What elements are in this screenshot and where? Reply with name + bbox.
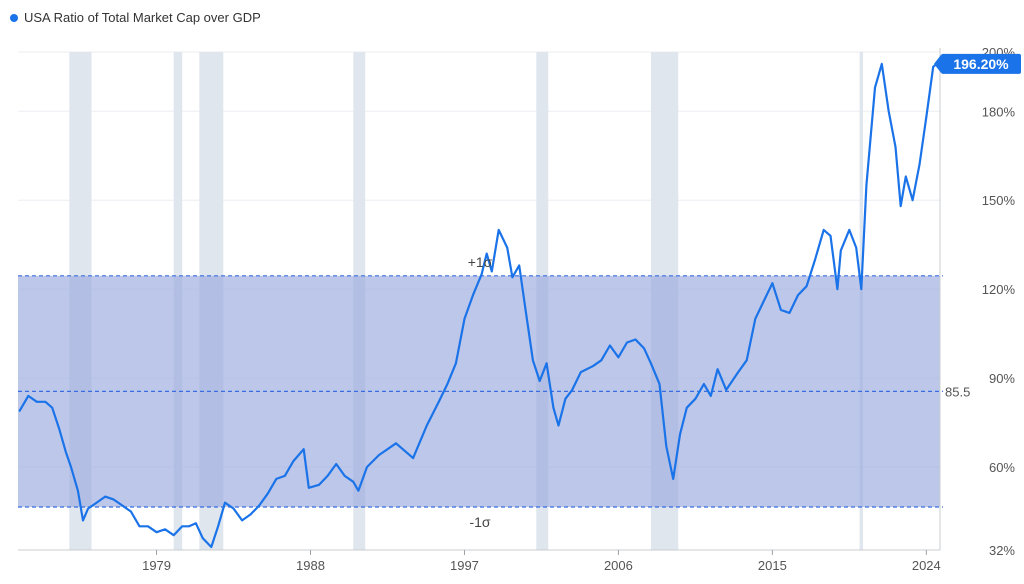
y-tick-label: 120%	[982, 282, 1016, 297]
y-tick-label: 60%	[989, 460, 1015, 475]
legend-dot	[10, 13, 18, 22]
current-value-label: 196.20%	[953, 56, 1009, 72]
y-tick-label: 90%	[989, 371, 1015, 386]
minus-sigma-label: -1σ	[469, 514, 490, 530]
x-tick-label: 1997	[450, 558, 479, 573]
x-tick-label: 2015	[758, 558, 787, 573]
x-tick-label: 2006	[604, 558, 633, 573]
axes: 32%60%90%120%150%180%200%1979 1988 1997 200…	[18, 45, 1015, 573]
x-tick-label: 1988	[296, 558, 325, 573]
sigma-band	[18, 275, 943, 508]
sigma-band-fill	[18, 275, 940, 508]
x-tick-label: 2024	[912, 558, 941, 573]
value-badge	[941, 53, 1021, 74]
legend-label: USA Ratio of Total Market Cap over GDP	[24, 10, 261, 25]
series-line[interactable]	[18, 62, 938, 549]
y-tick-label: 150%	[982, 193, 1016, 208]
x-tick-label: 1979	[142, 558, 171, 573]
plus-sigma-label: +1σ	[468, 254, 493, 270]
y-tick-label: 32%	[989, 543, 1015, 558]
annotations: +1σ -1σ 85.5 196.20%	[468, 53, 1021, 530]
y-tick-label: 180%	[982, 104, 1016, 119]
data-series	[18, 62, 938, 549]
mean-label: 85.5	[945, 384, 970, 399]
value-badge-pointer	[934, 54, 941, 73]
chart-legend[interactable]: USA Ratio of Total Market Cap over GDP	[10, 10, 261, 25]
